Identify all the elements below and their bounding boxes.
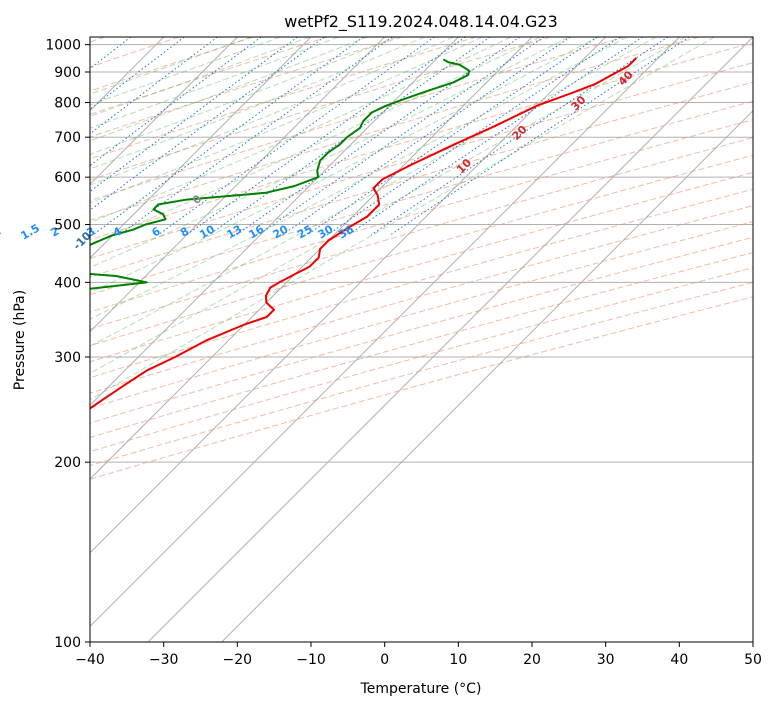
isotherm-gridline (90, 37, 680, 628)
y-tick-label: 300 (54, 350, 81, 366)
dewpoint-profile-line (90, 58, 470, 290)
y-axis-label: Pressure (hPa) (12, 290, 28, 390)
dry-adiabat (90, 37, 477, 160)
dry-adiabat (90, 296, 753, 480)
x-tick-label: 40 (670, 652, 688, 668)
mixing-ratio-line (90, 37, 218, 135)
isotherm-gridline (90, 37, 459, 407)
y-tick-label: 700 (54, 130, 81, 146)
dry-adiabat (90, 267, 753, 453)
mixing-ratio-line (90, 37, 325, 211)
x-axis-label: Temperature (°C) (360, 681, 482, 697)
temperature-profile-line (90, 57, 638, 410)
dry-adiabat (90, 37, 551, 181)
plot-area (90, 37, 753, 642)
moist-adiabat (90, 37, 599, 294)
dry-adiabat (90, 81, 753, 278)
y-tick-label: 400 (54, 275, 81, 291)
isotherm-gridline (221, 109, 753, 642)
moist-adiabat (90, 37, 425, 170)
y-tick-label: 900 (54, 65, 81, 81)
moist-adiabat (90, 37, 512, 223)
axis-ticks: −40 −30 −20 −10 0 10 20 30 40 50 100 200 300 400 500 60… (45, 38, 762, 668)
dry-adiabat (90, 37, 328, 116)
dry-adiabat (90, 252, 753, 439)
dry-adiabats (90, 37, 753, 480)
mixing-ratio-line (90, 37, 262, 167)
moist-adiabat (90, 37, 686, 374)
dry-adiabat (90, 62, 753, 260)
moist-adiabat (90, 37, 570, 268)
y-tick-label: 1000 (45, 38, 81, 54)
isotherm-gridline (90, 37, 386, 333)
grid-layer (90, 37, 753, 642)
mixing-ratio-line (186, 37, 466, 236)
isotherm-gridline (90, 37, 533, 480)
plot-frame (89, 36, 754, 643)
dry-adiabat (90, 37, 625, 202)
moist-adiabat (90, 37, 541, 245)
dry-adiabat (90, 137, 753, 330)
isotherm-gridline (90, 37, 607, 554)
dry-adiabat (90, 221, 753, 409)
profile-series (90, 57, 638, 410)
x-tick-label: −30 (149, 652, 179, 668)
dry-adiabat (90, 171, 753, 363)
x-tick-label: −40 (75, 652, 105, 668)
moist-adiabat (90, 37, 715, 401)
moist-adiabat (90, 37, 483, 204)
x-tick-label: −20 (223, 652, 253, 668)
x-tick-label: 10 (449, 652, 467, 668)
mixing-ratio-line (118, 37, 393, 236)
chart-title: wetPf2_S119.2024.048.14.04.G23 (284, 12, 558, 32)
dry-adiabat (90, 154, 753, 347)
mixing-ratio-lines (90, 37, 690, 236)
mixing-ratio-line (326, 37, 621, 236)
y-tick-label: 600 (54, 170, 81, 186)
dry-adiabat (90, 42, 753, 241)
y-tick-label: 500 (54, 217, 81, 233)
moist-adiabats (90, 37, 715, 401)
isotherm-gridline (147, 37, 753, 642)
moist-adiabat (90, 37, 252, 95)
moist-adiabat (90, 37, 628, 320)
x-tick-label: 30 (597, 652, 615, 668)
mixing-ratio-line (92, 37, 364, 236)
mixing-ratio-line (347, 37, 643, 236)
x-tick-label: 50 (744, 652, 762, 668)
y-tick-label: 100 (54, 635, 81, 651)
y-tick-label: 800 (54, 96, 81, 112)
isotherm-gridline (90, 37, 312, 259)
mixing-ratio-line (90, 37, 298, 193)
moist-adiabat (90, 37, 339, 129)
x-tick-label: 0 (380, 652, 389, 668)
moist-adiabat (90, 37, 368, 142)
dry-adiabat (90, 37, 700, 221)
y-tick-label: 200 (54, 455, 81, 471)
mixing-ratio-line (370, 37, 669, 236)
mixing-ratio-line (257, 37, 545, 236)
x-tick-label: 20 (523, 652, 541, 668)
dry-adiabat (90, 100, 753, 296)
mixing-ratio-line (208, 37, 491, 236)
x-tick-label: −10 (296, 652, 326, 668)
isotherm-gridline (90, 37, 238, 186)
mixing-ratio-line (389, 37, 690, 236)
